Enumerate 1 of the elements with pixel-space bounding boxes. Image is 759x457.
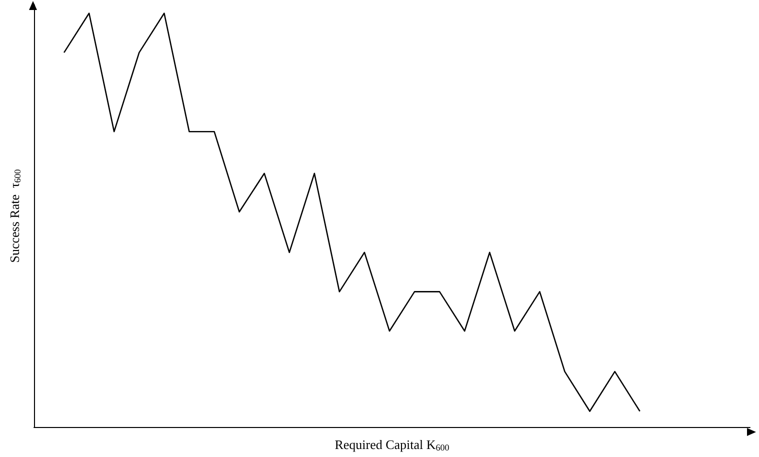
y-axis-title: Success Rate τ600 — [7, 168, 22, 263]
